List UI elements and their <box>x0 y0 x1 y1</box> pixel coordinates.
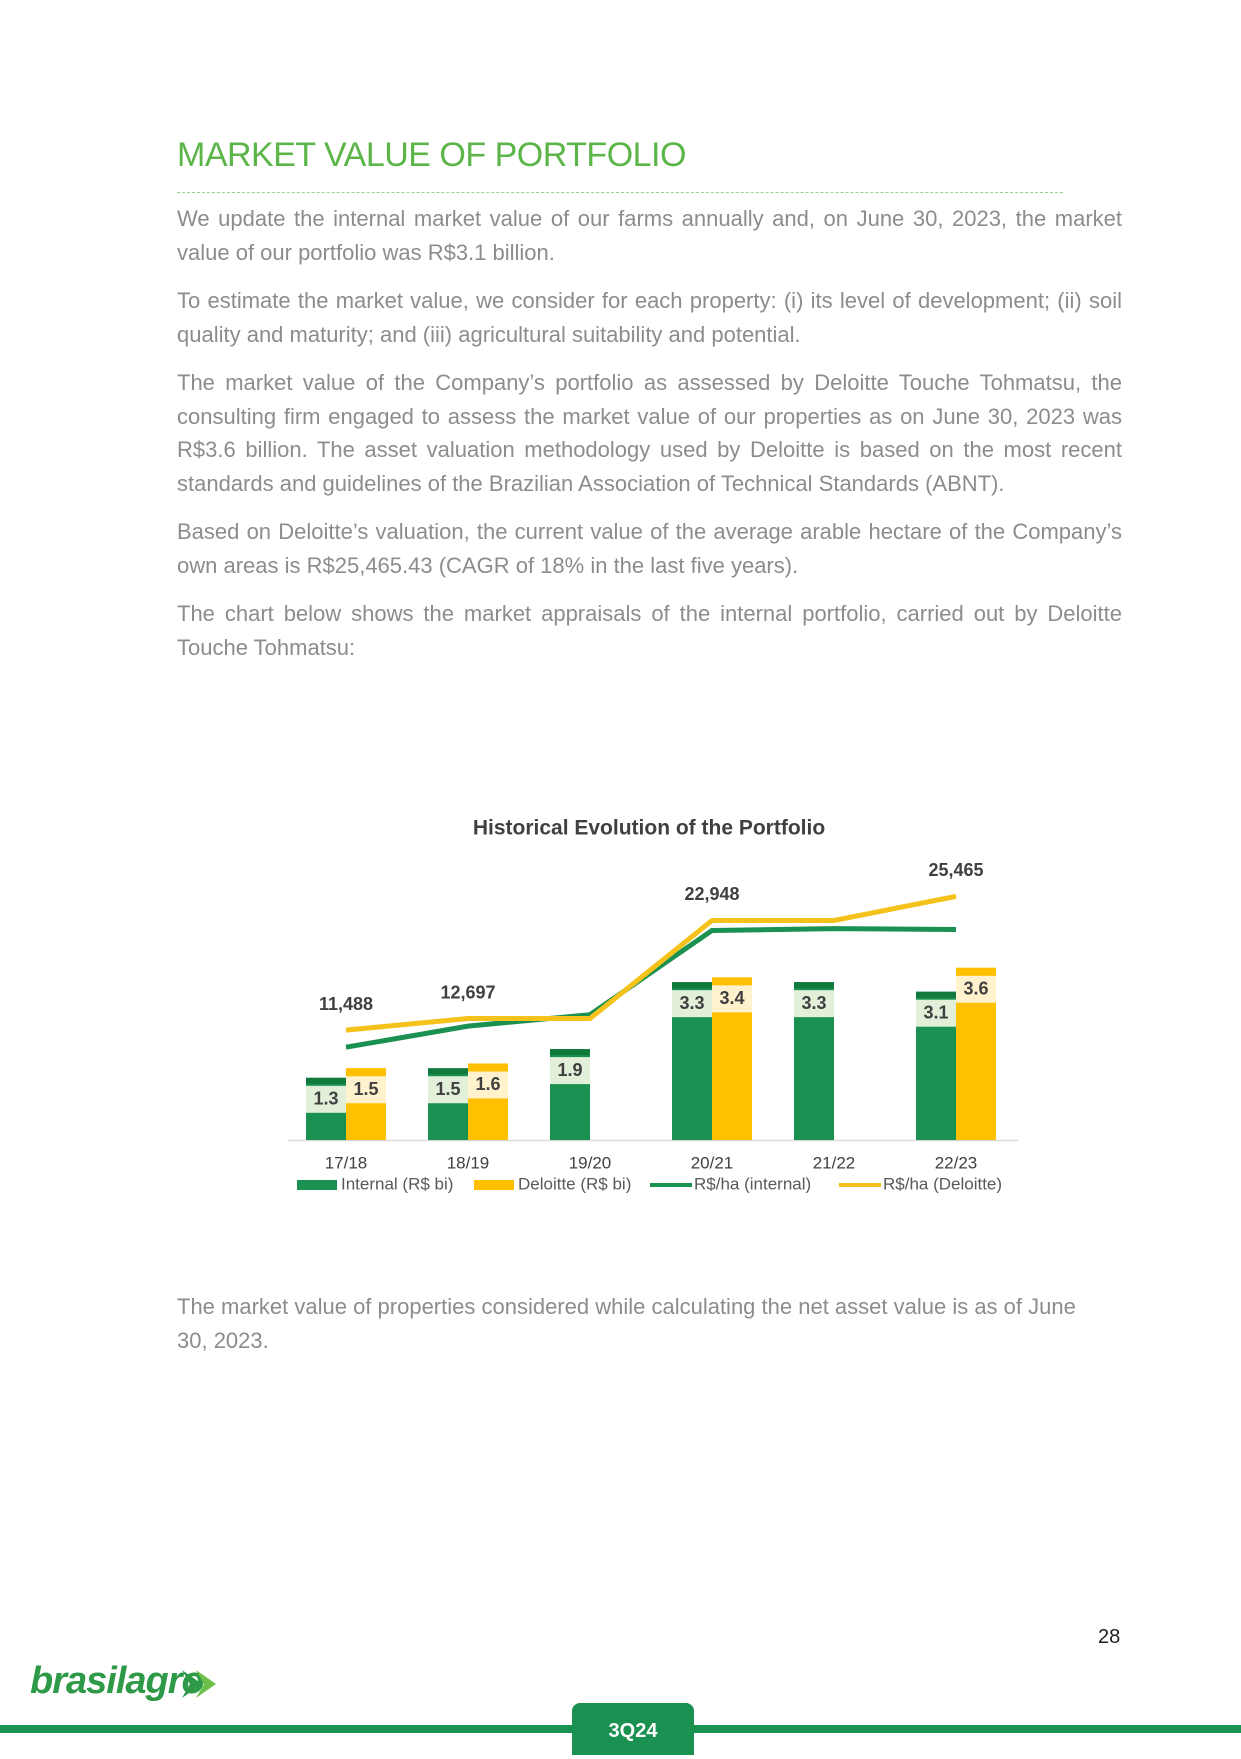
line-value-label: 11,488 <box>319 994 373 1014</box>
x-tick-label: 20/21 <box>691 1153 734 1172</box>
bar-cap <box>672 982 712 989</box>
bar-value-label: 1.6 <box>475 1074 500 1094</box>
bar-label-box <box>712 985 752 1013</box>
legend-swatch <box>474 1180 514 1190</box>
section-title: MARKET VALUE OF PORTFOLIO <box>177 136 686 174</box>
line-value-label: 22,948 <box>684 884 739 904</box>
legend-label: Internal (R$ bi) <box>341 1174 453 1193</box>
bar-label-box <box>306 1085 346 1113</box>
bar-label-box <box>916 999 956 1027</box>
page-number: 28 <box>1098 1626 1121 1648</box>
line <box>345 926 957 1050</box>
bar-label-box <box>794 990 834 1018</box>
bar-value-label: 3.1 <box>923 1002 948 1022</box>
bar-value-label: 3.6 <box>963 979 988 999</box>
period-badge: 3Q24 <box>572 1703 694 1755</box>
bar-value-label: 3.3 <box>679 993 704 1013</box>
divider <box>177 192 1063 193</box>
x-tick-label: 22/23 <box>935 1153 978 1172</box>
bar-cap <box>428 1068 468 1075</box>
bar-label-box <box>550 1057 590 1085</box>
bar-cap <box>712 977 752 984</box>
paragraph: We update the internal market value of o… <box>177 206 1122 265</box>
legend-label: R$/ha (Deloitte) <box>883 1174 1002 1193</box>
bar-value-label: 1.3 <box>313 1089 338 1109</box>
bar-label-box <box>346 1076 386 1104</box>
bar-label-box <box>672 990 712 1018</box>
line-value-label: 25,465 <box>928 860 983 880</box>
legend-label: Deloitte (R$ bi) <box>518 1174 631 1193</box>
bar-cap <box>306 1077 346 1084</box>
body-text: We update the internal market value of o… <box>177 202 1122 679</box>
bar-cap <box>550 1049 590 1056</box>
line <box>345 893 957 1033</box>
x-tick-label: 21/22 <box>813 1153 856 1172</box>
bar-cap <box>346 1068 386 1075</box>
chart: Historical Evolution of the Portfolio 17… <box>288 817 1018 1193</box>
x-tick-label: 18/19 <box>447 1153 490 1172</box>
logo-mark <box>182 1670 216 1698</box>
bar-label-box <box>468 1071 508 1099</box>
paragraph: Based on Deloitte’s valuation, the curre… <box>177 519 1122 578</box>
x-tick-label: 17/18 <box>325 1153 368 1172</box>
legend-swatch <box>297 1180 337 1190</box>
bar-label-box <box>428 1076 468 1104</box>
bar-value-label: 3.3 <box>801 993 826 1013</box>
bar-value-label: 1.5 <box>353 1079 378 1099</box>
bar-label-box <box>956 975 996 1003</box>
bar-cap <box>794 982 834 989</box>
closing-text: The market value of properties considere… <box>177 1294 1076 1353</box>
x-tick-label: 19/20 <box>569 1153 612 1172</box>
bar-cap <box>916 991 956 998</box>
bar-cap <box>956 967 996 974</box>
bar-value-label: 1.9 <box>557 1060 582 1080</box>
paragraph: The chart below shows the market apprais… <box>177 601 1122 660</box>
logo: brasilagro <box>30 1660 205 1702</box>
bar-value-label: 1.5 <box>435 1079 460 1099</box>
line-value-label: 12,697 <box>440 982 495 1002</box>
paragraph: The market value of the Company’s portfo… <box>177 370 1122 496</box>
chart-title: Historical Evolution of the Portfolio <box>473 817 825 840</box>
bar-cap <box>468 1063 508 1070</box>
bar-value-label: 3.4 <box>719 988 744 1008</box>
paragraph: To estimate the market value, we conside… <box>177 288 1122 347</box>
legend-label: R$/ha (internal) <box>694 1174 811 1193</box>
